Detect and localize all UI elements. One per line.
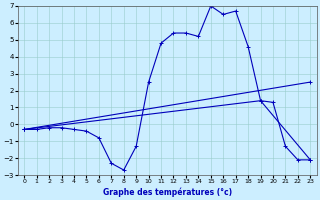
X-axis label: Graphe des températures (°c): Graphe des températures (°c) <box>103 187 232 197</box>
